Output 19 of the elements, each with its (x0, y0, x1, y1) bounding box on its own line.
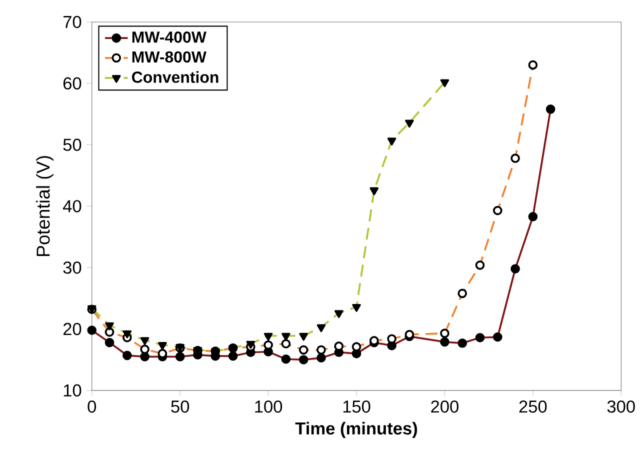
x-tick-label: 300 (607, 400, 635, 413)
y-tick-label: 20 (63, 322, 82, 335)
y-tick-label: 10 (64, 384, 82, 396)
y-tick-label: 40 (62, 200, 82, 212)
x-axis-title: Time (minutes) (295, 422, 418, 438)
y-axis-title: Potential (V) (36, 156, 54, 256)
x-tick-label: 50 (171, 400, 190, 413)
legend-label: MW-800W (132, 51, 206, 62)
legend-label: MW-400W (132, 31, 206, 43)
y-tick-label: 30 (63, 261, 82, 274)
x-tick-label: 200 (431, 400, 458, 413)
y-tick-label: 70 (63, 16, 82, 28)
y-tick-label: 60 (63, 77, 82, 90)
legend-label: Convention (132, 70, 218, 83)
x-tick-label: 250 (519, 400, 547, 413)
x-tick-label: 150 (343, 400, 370, 413)
y-tick-label: 50 (63, 138, 82, 151)
x-tick-label: 0 (88, 400, 96, 413)
x-tick-label: 100 (255, 400, 282, 413)
